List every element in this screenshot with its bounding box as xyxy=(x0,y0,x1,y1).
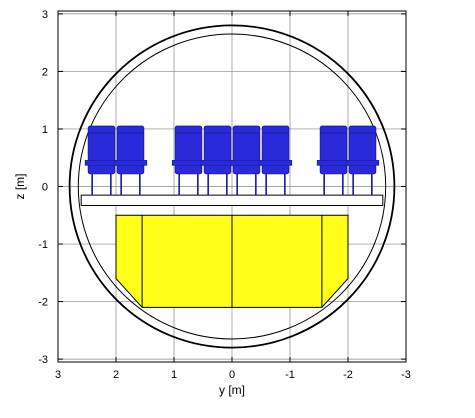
passenger-seat xyxy=(200,125,235,196)
axis-ticks: 3 2 1 0 -1 -2 -3 3 2 1 0 -1 -2 -3 xyxy=(38,9,411,381)
cargo-containers xyxy=(115,214,349,308)
seat-armrest xyxy=(316,160,351,166)
fuselage-inner-wall xyxy=(77,33,387,340)
x-axis-label: y [m] xyxy=(219,383,245,397)
fuselage xyxy=(68,24,396,349)
x-tick-label: 0 xyxy=(229,369,235,381)
fuselage-outer-skin xyxy=(68,24,396,349)
seats xyxy=(84,125,380,196)
y-tick-label: 0 xyxy=(42,182,48,194)
seat-armrest xyxy=(229,160,264,166)
y-tick-label: -2 xyxy=(38,297,48,309)
passenger-seat xyxy=(84,125,119,196)
floor xyxy=(80,194,384,206)
seat-armrest xyxy=(200,160,235,166)
seat-armrest xyxy=(171,160,206,166)
x-tick-label: 1 xyxy=(171,369,177,381)
x-tick-label: -3 xyxy=(401,369,411,381)
seat-armrest xyxy=(84,160,119,166)
seat-armrest xyxy=(258,160,293,166)
passenger-seat xyxy=(113,125,148,196)
y-tick-label: -3 xyxy=(38,354,48,366)
x-tick-label: -2 xyxy=(343,369,353,381)
y-tick-label: 2 xyxy=(42,66,48,78)
passenger-seat xyxy=(345,125,380,196)
passenger-seat xyxy=(229,125,264,196)
x-tick-label: 3 xyxy=(55,369,61,381)
y-tick-label: -1 xyxy=(38,239,48,251)
y-tick-label: 3 xyxy=(42,9,48,21)
passenger-seat xyxy=(316,125,351,196)
cabin-floor xyxy=(80,194,384,206)
y-axis-label: z [m] xyxy=(13,174,27,200)
y-tick-label: 1 xyxy=(42,124,48,136)
seat-armrest xyxy=(345,160,380,166)
seat-armrest xyxy=(113,160,148,166)
passenger-seat xyxy=(258,125,293,196)
passenger-seat xyxy=(171,125,206,196)
x-tick-label: 2 xyxy=(113,369,119,381)
x-tick-label: -1 xyxy=(285,369,295,381)
